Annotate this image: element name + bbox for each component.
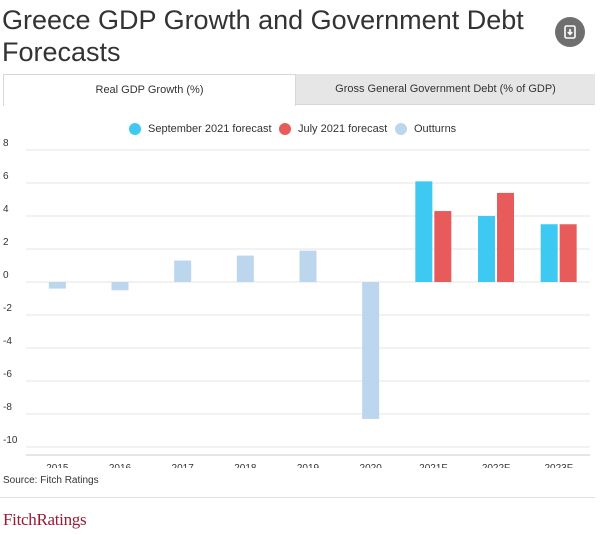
footer-divider xyxy=(0,497,595,498)
bar-outturns-2018 xyxy=(236,255,254,282)
y-tick-label: -10 xyxy=(3,435,18,446)
tab-real-gdp-growth[interactable]: Real GDP Growth (%) xyxy=(3,74,296,106)
download-icon xyxy=(564,25,576,39)
y-tick-label: 4 xyxy=(3,204,9,215)
x-tick-label: 2018 xyxy=(234,463,257,468)
y-tick-label: 6 xyxy=(3,171,9,182)
x-tick-label: 2015 xyxy=(46,463,69,468)
bar-july-2021-forecast-2021f xyxy=(434,211,452,282)
bar-july-2021-forecast-2022f xyxy=(497,192,514,282)
bar-september-2021-forecast-2021f xyxy=(415,181,433,282)
y-tick-label: 2 xyxy=(3,237,9,248)
bar-outturns-2015 xyxy=(48,282,66,289)
y-tick-label: 0 xyxy=(3,270,9,281)
bar-outturns-2020 xyxy=(362,282,380,419)
x-tick-label: 2022F xyxy=(482,463,510,468)
source-note: Source: Fitch Ratings xyxy=(3,475,99,486)
tab-government-debt[interactable]: Gross General Government Debt (% of GDP) xyxy=(296,74,595,104)
bar-outturns-2016 xyxy=(111,282,129,291)
y-tick-label: -6 xyxy=(3,369,12,380)
tab-divider xyxy=(296,104,595,105)
legend-label-outturns: Outturns xyxy=(414,123,457,135)
bar-september-2021-forecast-2022f xyxy=(478,216,495,282)
bar-chart: 8 6 4 2 0 -2 -4 -6 -8 -10 2015 2016 2017 2018 2019 2020… xyxy=(3,138,590,468)
x-tick-label: 2021F xyxy=(419,463,447,468)
legend-swatch-outturns xyxy=(395,123,407,135)
bar-outturns-2017 xyxy=(174,260,192,282)
x-tick-label: 2023F xyxy=(544,463,572,468)
x-tick-label: 2020 xyxy=(360,463,383,468)
download-button[interactable] xyxy=(555,17,585,47)
y-tick-label: -8 xyxy=(3,402,12,413)
legend-label-july: July 2021 forecast xyxy=(298,123,388,135)
bar-september-2021-forecast-2023f xyxy=(540,224,558,282)
x-tick-label: 2016 xyxy=(109,463,132,468)
y-tick-label: 8 xyxy=(3,138,9,149)
bar-outturns-2019 xyxy=(299,250,317,282)
x-tick-label: 2017 xyxy=(172,463,195,468)
y-tick-label: -2 xyxy=(3,303,12,314)
legend-swatch-july xyxy=(279,123,291,135)
fitch-ratings-logo: FitchRatings xyxy=(3,510,87,529)
x-tick-label: 2019 xyxy=(297,463,320,468)
legend-swatch-september xyxy=(129,123,141,135)
legend-label-september: September 2021 forecast xyxy=(148,123,272,135)
chart-legend: September 2021 forecast July 2021 foreca… xyxy=(0,120,600,138)
bar-july-2021-forecast-2023f xyxy=(559,224,577,282)
y-tick-label: -4 xyxy=(3,336,12,347)
page-title: Greece GDP Growth and Government Debt Fo… xyxy=(2,5,524,67)
chart-tabs: Real GDP Growth (%) Gross General Govern… xyxy=(3,74,595,106)
